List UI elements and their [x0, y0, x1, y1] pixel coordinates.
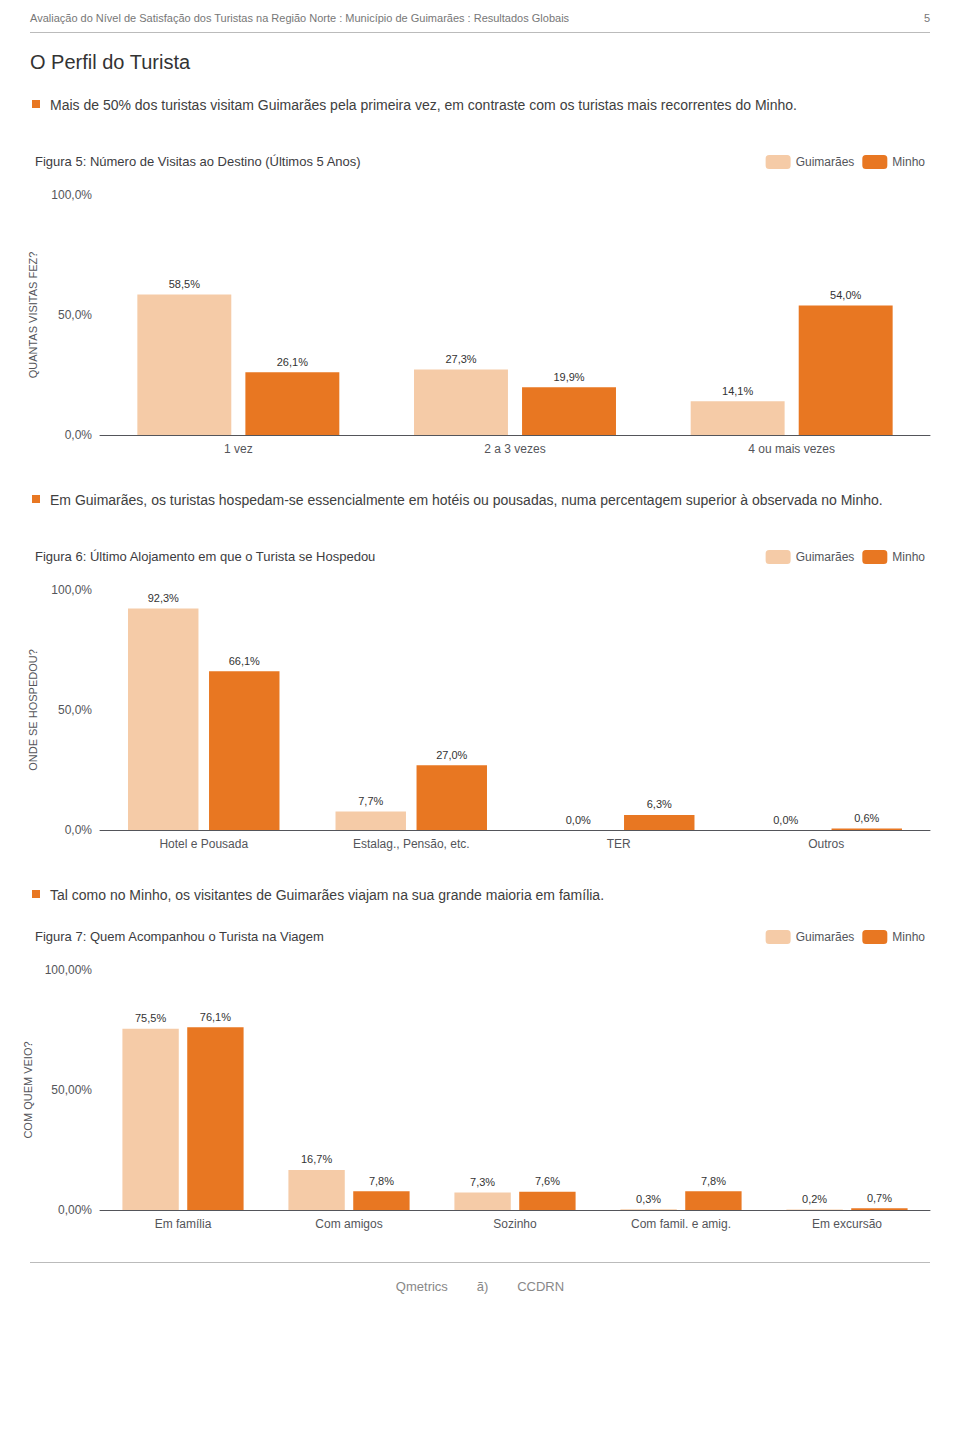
svg-text:0,2%: 0,2% — [802, 1193, 827, 1205]
svg-text:Outros: Outros — [808, 837, 844, 851]
svg-text:Com amigos: Com amigos — [315, 1217, 382, 1231]
svg-text:Tal como no Minho, os visitant: Tal como no Minho, os visitantes de Guim… — [50, 887, 604, 903]
svg-text:5: 5 — [924, 12, 930, 24]
svg-text:58,5%: 58,5% — [169, 278, 200, 290]
svg-text:Qmetrics ã) CCDR: Qmetrics ã) CCDRN — [396, 1279, 564, 1294]
svg-text:92,3%: 92,3% — [148, 592, 179, 604]
svg-text:0,0%: 0,0% — [65, 428, 93, 442]
svg-text:TER: TER — [607, 837, 631, 851]
svg-text:Minho: Minho — [892, 155, 925, 169]
svg-text:2 a 3 vezes: 2 a 3 vezes — [484, 442, 545, 456]
svg-text:27,3%: 27,3% — [445, 353, 476, 365]
svg-text:27,0%: 27,0% — [436, 749, 467, 761]
svg-text:7,8%: 7,8% — [369, 1175, 394, 1187]
svg-text:50,0%: 50,0% — [58, 308, 92, 322]
svg-text:Em família: Em família — [155, 1217, 212, 1231]
svg-text:Minho: Minho — [892, 930, 925, 944]
svg-text:7,6%: 7,6% — [535, 1175, 560, 1187]
svg-text:50,0%: 50,0% — [58, 703, 92, 717]
svg-text:Em Guimarães, os turistas hosp: Em Guimarães, os turistas hospedam-se es… — [50, 492, 883, 508]
svg-text:Avaliação do Nível de Satisfaç: Avaliação do Nível de Satisfação dos Tur… — [30, 12, 570, 24]
svg-text:Guimarães: Guimarães — [796, 930, 855, 944]
svg-text:Em excursão: Em excursão — [812, 1217, 882, 1231]
svg-text:6,3%: 6,3% — [647, 798, 672, 810]
svg-text:100,0%: 100,0% — [51, 188, 92, 202]
svg-text:Figura 5: Número de Visitas ao: Figura 5: Número de Visitas ao Destino (… — [35, 154, 361, 169]
svg-text:Hotel e Pousada: Hotel e Pousada — [159, 837, 248, 851]
svg-text:Mais de 50% dos turistas visit: Mais de 50% dos turistas visitam Guimarã… — [50, 97, 797, 113]
svg-text:100,0%: 100,0% — [51, 583, 92, 597]
svg-text:0,3%: 0,3% — [636, 1193, 661, 1205]
svg-text:0,0%: 0,0% — [773, 814, 798, 826]
svg-text:QUANTAS VISITAS FEZ?: QUANTAS VISITAS FEZ? — [27, 252, 39, 379]
svg-text:COM QUEM VEIO?: COM QUEM VEIO? — [22, 1041, 34, 1138]
svg-text:Minho: Minho — [892, 550, 925, 564]
svg-text:26,1%: 26,1% — [277, 356, 308, 368]
svg-text:0,7%: 0,7% — [867, 1192, 892, 1204]
svg-text:4 ou mais vezes: 4 ou mais vezes — [748, 442, 835, 456]
svg-text:Estalag., Pensão, etc.: Estalag., Pensão, etc. — [353, 837, 470, 851]
svg-text:Guimarães: Guimarães — [796, 155, 855, 169]
svg-text:0,0%: 0,0% — [65, 823, 93, 837]
svg-text:75,5%: 75,5% — [135, 1012, 166, 1024]
svg-text:19,9%: 19,9% — [553, 371, 584, 383]
svg-text:O Perfil do Turista: O Perfil do Turista — [30, 51, 191, 73]
svg-text:14,1%: 14,1% — [722, 385, 753, 397]
svg-text:0,00%: 0,00% — [58, 1203, 92, 1217]
svg-text:Com famil. e amig.: Com famil. e amig. — [631, 1217, 731, 1231]
svg-text:ONDE SE HOSPEDOU?: ONDE SE HOSPEDOU? — [27, 649, 39, 771]
svg-text:0,6%: 0,6% — [854, 812, 879, 824]
svg-text:66,1%: 66,1% — [229, 655, 260, 667]
svg-text:1 vez: 1 vez — [224, 442, 253, 456]
svg-text:0,0%: 0,0% — [566, 814, 591, 826]
svg-text:7,3%: 7,3% — [470, 1176, 495, 1188]
svg-text:Figura 7: Quem Acompanhou o Tu: Figura 7: Quem Acompanhou o Turista na V… — [35, 929, 324, 944]
svg-text:16,7%: 16,7% — [301, 1153, 332, 1165]
svg-text:54,0%: 54,0% — [830, 289, 861, 301]
svg-text:50,00%: 50,00% — [51, 1083, 92, 1097]
svg-text:Sozinho: Sozinho — [493, 1217, 537, 1231]
svg-text:7,8%: 7,8% — [701, 1175, 726, 1187]
svg-text:100,00%: 100,00% — [45, 963, 93, 977]
svg-text:Figura 6: Último Alojamento em: Figura 6: Último Alojamento em que o Tur… — [35, 549, 375, 564]
svg-text:Guimarães: Guimarães — [796, 550, 855, 564]
svg-text:7,7%: 7,7% — [358, 795, 383, 807]
svg-text:76,1%: 76,1% — [200, 1011, 231, 1023]
